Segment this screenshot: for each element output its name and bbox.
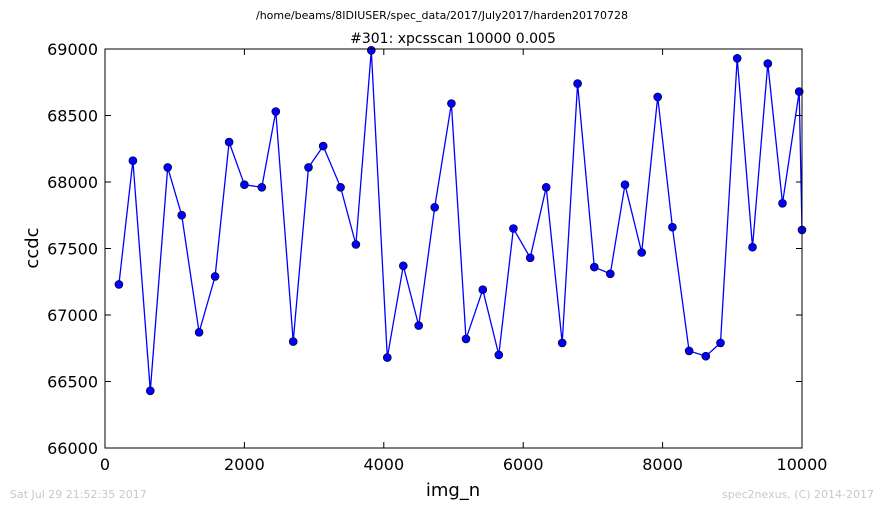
data-point [748,242,757,252]
y-tick-label: 67000 [47,306,98,325]
x-tick-label: 10000 [777,455,828,474]
data-point [318,141,328,151]
data-point [414,321,424,330]
data-point [778,199,787,208]
footer-timestamp: Sat Jul 29 21:52:35 2017 [10,488,147,501]
data-point [461,334,471,344]
data-point [194,327,204,337]
y-tick-label: 69000 [47,40,98,59]
data-point [637,248,647,257]
data-point [288,337,298,346]
data-point [478,285,488,295]
y-tick-label: 66500 [47,373,98,392]
data-point [128,156,138,165]
y-axis-label: ccdc [22,227,43,268]
y-tick-label: 67500 [47,240,98,259]
plot-area [105,49,802,448]
data-point [447,99,456,108]
x-tick-label: 2000 [224,455,265,474]
data-point [589,262,599,272]
data-point [494,350,504,360]
x-tick-label: 6000 [503,455,544,474]
x-tick-label: 4000 [363,455,404,474]
data-point [351,240,361,249]
data-point [224,137,234,147]
data-point [668,222,677,232]
data-point [257,183,267,192]
data-point [398,261,408,271]
data-point [605,269,615,279]
y-tick-label: 68500 [47,107,98,126]
chart-suptitle: /home/beams/8IDIUSER/spec_data/2017/July… [256,9,628,22]
chart-title: #301: xpcsscan 10000 0.005 [350,31,556,47]
data-point [366,45,376,55]
data-point [114,280,124,289]
y-tick-label: 68000 [47,173,98,192]
data-point [210,272,220,281]
data-point [525,253,535,263]
data-point [240,180,249,189]
footer-credit: spec2nexus, (C) 2014-2017 [722,488,874,501]
data-point [541,183,551,192]
data-point [701,351,711,361]
data-point [794,87,804,96]
y-tick-label: 66000 [47,439,98,458]
x-tick-label: 8000 [642,455,683,474]
data-point [573,79,582,88]
data-point [684,346,694,356]
data-point [336,183,345,192]
series-layer [114,45,807,396]
data-point [146,386,155,396]
data-point [653,92,663,102]
data-point [163,163,172,172]
data-point [509,224,518,233]
data-point [763,59,773,68]
x-axis-label: img_n [426,480,480,501]
data-point [177,210,186,220]
axes-layer: 0 2000 4000 6000 8000 10000 66000 66500 67000 675… [47,40,827,474]
plot-background [105,49,802,448]
data-point [382,353,392,362]
data-point [271,107,281,116]
data-point [557,338,567,348]
data-point [430,203,440,212]
data-point [716,338,725,348]
data-point [620,180,630,189]
data-point [732,53,742,63]
x-tick-label: 0 [100,455,110,474]
data-point [304,163,313,172]
